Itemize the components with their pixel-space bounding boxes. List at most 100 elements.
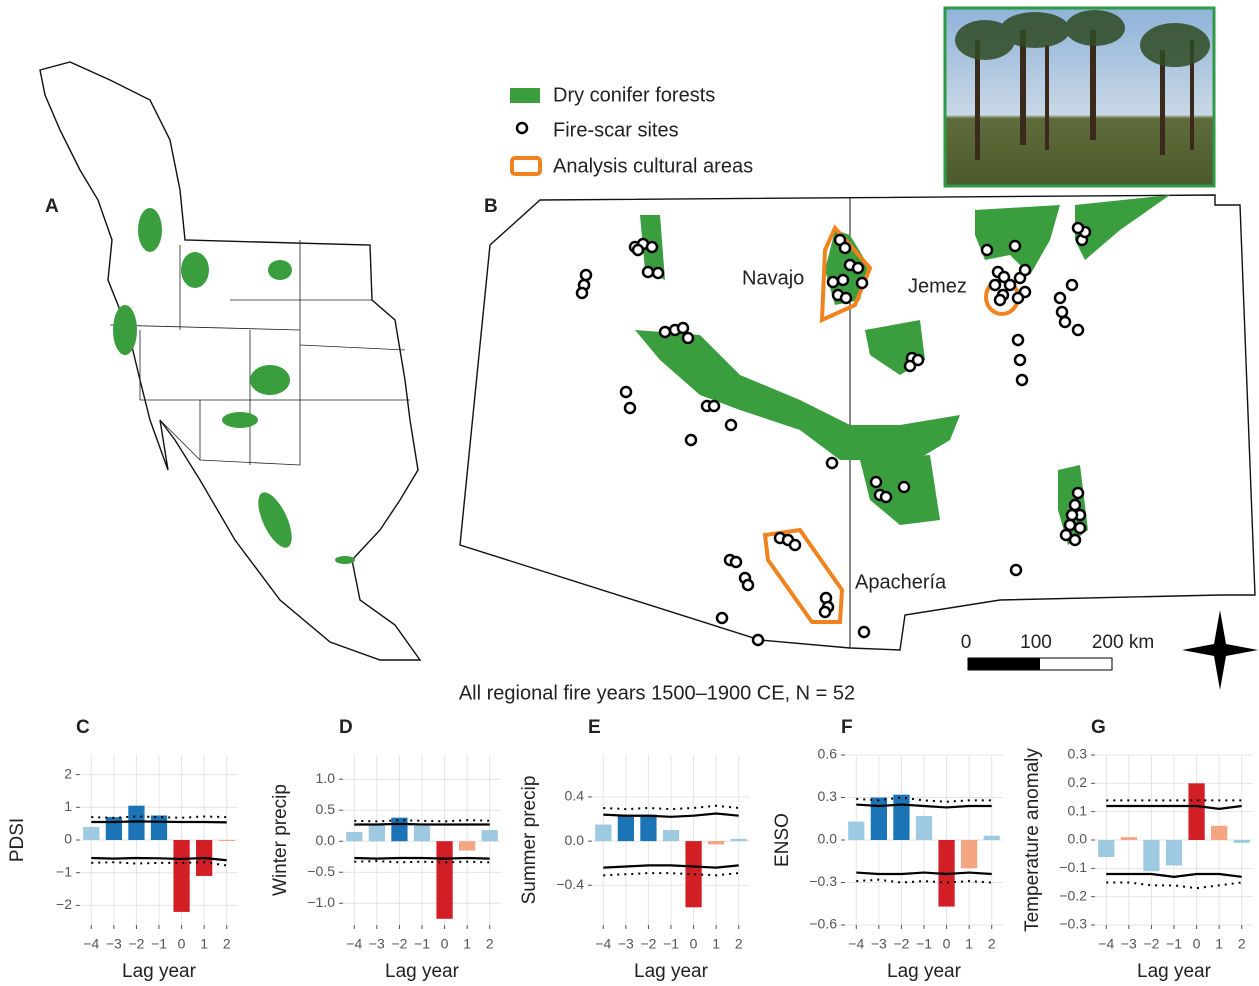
- x-tick-label: −4: [346, 936, 362, 952]
- bar: [618, 815, 634, 841]
- x-tick-label: 2: [486, 936, 494, 952]
- x-tick-label: 1: [965, 936, 973, 952]
- x-tick-label: −3: [618, 936, 634, 952]
- y-tick-label: 0.3: [1068, 746, 1088, 762]
- site: [1013, 293, 1023, 303]
- bar: [436, 841, 452, 919]
- site: [1060, 317, 1070, 327]
- y-tick-label: 0.0: [1068, 831, 1088, 847]
- y-tick-label: 0.6: [818, 746, 838, 762]
- site: [717, 613, 727, 623]
- y-axis-label: Winter precip: [270, 784, 291, 896]
- site: [1070, 535, 1080, 545]
- x-tick-label: −1: [151, 936, 167, 952]
- site: [857, 278, 867, 288]
- y-tick-label: 0.2: [1068, 774, 1088, 790]
- confidence-line: [91, 821, 226, 822]
- y-tick-label: 0.5: [316, 801, 336, 817]
- bar: [128, 806, 144, 840]
- bar: [1143, 840, 1159, 871]
- site: [990, 280, 1000, 290]
- y-axis-label: ENSO: [772, 813, 793, 867]
- bar: [83, 827, 99, 840]
- y-tick-label: −0.2: [1059, 887, 1087, 903]
- x-tick-label: −1: [1166, 936, 1182, 952]
- x-tick-label: −2: [893, 936, 909, 952]
- y-axis-label: Temperature anomaly: [1022, 748, 1043, 932]
- panel-letter: F: [841, 717, 853, 738]
- site: [683, 333, 693, 343]
- panel-letter: E: [588, 717, 601, 738]
- site: [1073, 488, 1083, 498]
- site: [686, 435, 696, 445]
- panel-letter: A: [45, 196, 59, 217]
- y-tick-label: −2: [56, 896, 72, 912]
- y-tick-label: −0.5: [307, 863, 335, 879]
- x-tick-label: −2: [1143, 936, 1159, 952]
- y-tick-label: 0: [64, 831, 72, 847]
- site: [1067, 280, 1077, 290]
- x-tick-label: −2: [391, 936, 407, 952]
- bar: [173, 840, 189, 912]
- map-a-outline: [40, 62, 420, 660]
- x-tick-label: −2: [640, 936, 656, 952]
- bar: [151, 815, 167, 840]
- site: [743, 580, 753, 590]
- bar: [106, 817, 122, 840]
- site: [1070, 500, 1080, 510]
- site: [660, 327, 670, 337]
- x-tick-label: 1: [200, 936, 208, 952]
- bar: [459, 841, 475, 850]
- x-tick-label: −4: [1098, 936, 1114, 952]
- x-tick-label: −1: [916, 936, 932, 952]
- bar: [663, 830, 679, 841]
- site: [820, 607, 830, 617]
- x-tick-label: 1: [463, 936, 471, 952]
- bar: [219, 840, 235, 841]
- site: [1057, 307, 1067, 317]
- bar: [1211, 826, 1227, 840]
- x-tick-label: −4: [83, 936, 99, 952]
- x-tick-label: −1: [414, 936, 430, 952]
- site: [853, 263, 863, 273]
- bar: [482, 830, 498, 841]
- site: [1075, 523, 1085, 533]
- y-tick-label: −0.1: [1059, 859, 1087, 875]
- site: [840, 243, 850, 253]
- site: [633, 245, 643, 255]
- bar: [346, 832, 362, 841]
- legend-label: Dry conifer forests: [553, 84, 715, 106]
- bar: [893, 795, 909, 840]
- site: [859, 627, 869, 637]
- bar: [1121, 837, 1137, 840]
- site: [678, 323, 688, 333]
- y-tick-label: −0.3: [809, 873, 837, 889]
- x-tick-label: 0: [690, 936, 698, 952]
- legend-swatch: [512, 158, 540, 174]
- x-tick-label: 2: [988, 936, 996, 952]
- site: [581, 270, 591, 280]
- site: [1010, 241, 1020, 251]
- panel-letter: C: [76, 717, 90, 738]
- compass: [1182, 610, 1258, 690]
- site: [841, 293, 851, 303]
- site: [731, 557, 741, 567]
- bar: [414, 826, 430, 842]
- page: A B Navajo Jemez Apachería Dry conifer f…: [0, 0, 1259, 986]
- y-tick-label: 0.4: [565, 788, 585, 804]
- site: [1065, 520, 1075, 530]
- site: [643, 267, 653, 277]
- bar: [1234, 840, 1250, 843]
- area-label: Jemez: [908, 275, 967, 297]
- legend-swatch: [517, 123, 527, 133]
- site: [790, 540, 800, 550]
- x-tick-label: 1: [1215, 936, 1223, 952]
- bar: [640, 815, 656, 841]
- site: [881, 492, 891, 502]
- x-tick-label: −2: [128, 936, 144, 952]
- heading: All regional fire years 1500–1900 CE, N …: [459, 682, 855, 704]
- bar: [731, 839, 747, 841]
- x-tick-label: 0: [178, 936, 186, 952]
- confidence-line: [354, 824, 489, 825]
